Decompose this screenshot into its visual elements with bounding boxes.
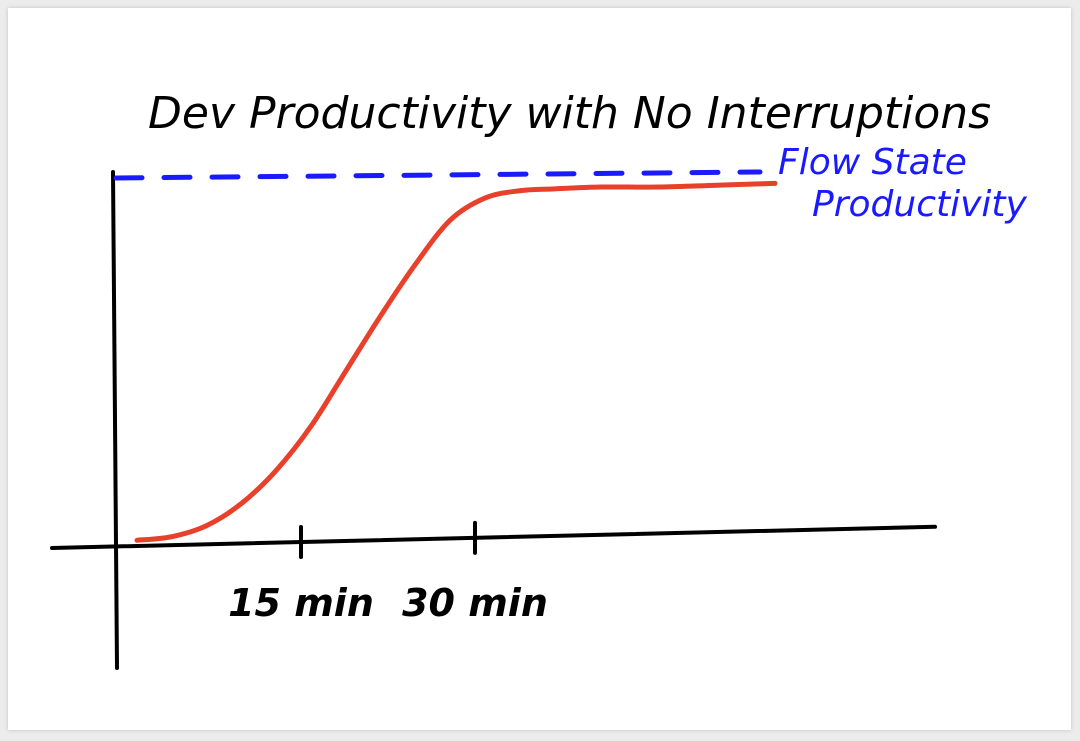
flow-state-label-line-2: Productivity: [812, 184, 1028, 225]
x-tick-label: 15 min: [228, 581, 374, 625]
series-layer: [134, 180, 778, 543]
y-axis: [111, 170, 119, 670]
chart-card: [8, 8, 1071, 730]
x-axis: [50, 524, 937, 550]
x-tick-label: 30 min: [402, 581, 548, 625]
axes: [50, 170, 937, 670]
chart-title: Dev Productivity with No Interruptions: [148, 88, 991, 139]
flow-state-dashed-line: [113, 169, 763, 181]
flow-state-reference-line: [113, 169, 763, 181]
flow-state-label-line-1: Flow State: [778, 142, 967, 183]
x-ticks: 15 min 30 min: [228, 520, 548, 625]
productivity-curve: [134, 180, 778, 543]
